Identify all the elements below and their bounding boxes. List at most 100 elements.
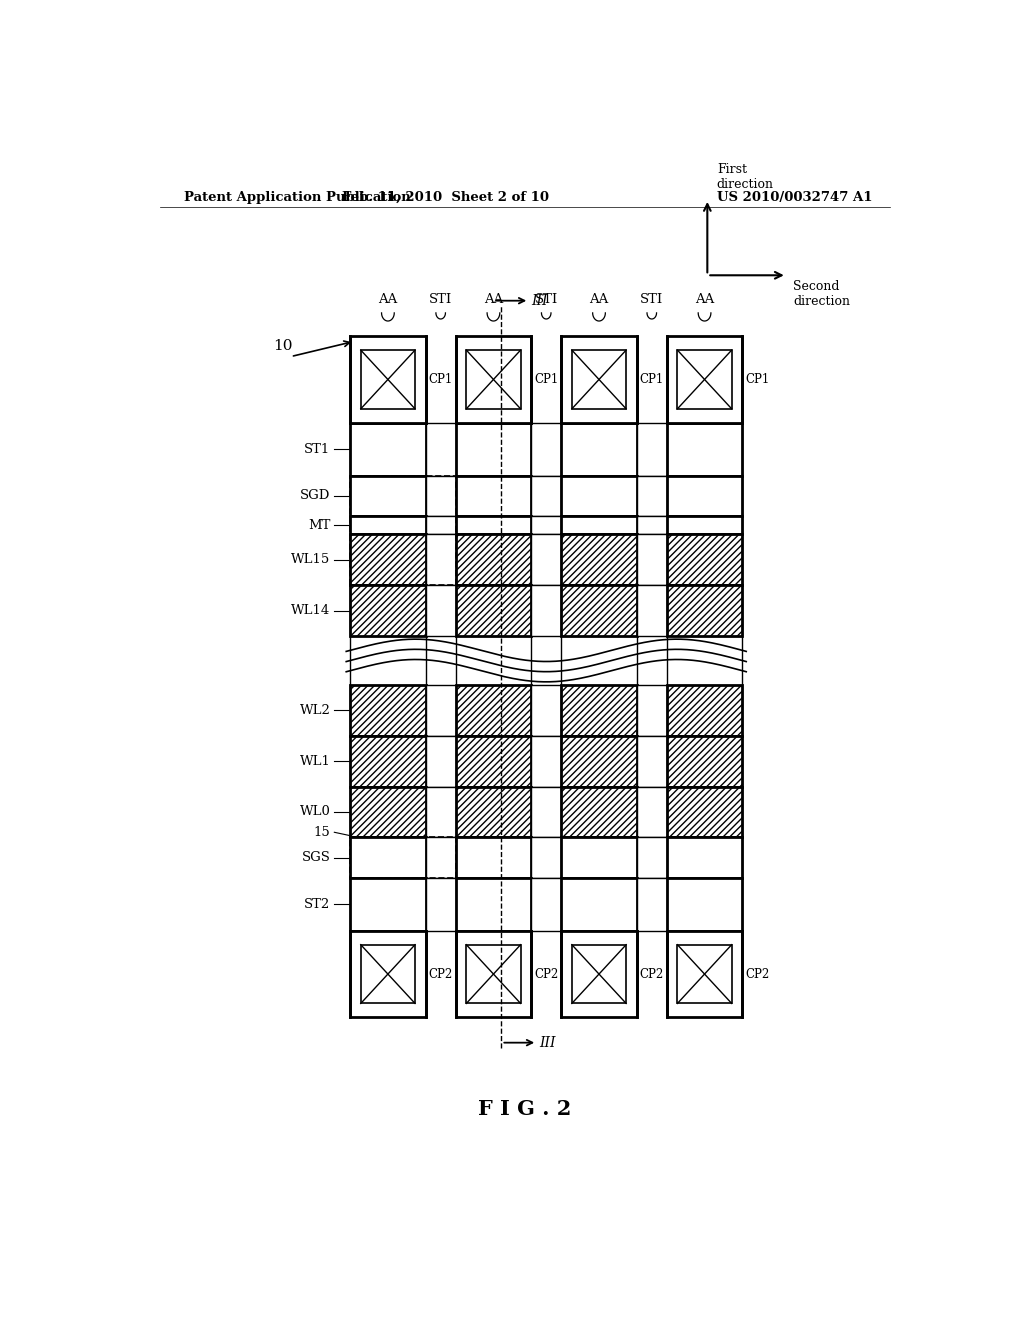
Text: WL1: WL1 [299,755,331,768]
Bar [350,837,426,878]
Bar [350,475,426,516]
Bar [667,685,742,735]
Bar [667,787,742,837]
Text: WL0: WL0 [299,805,331,818]
Text: STI: STI [535,293,558,306]
Bar [456,685,531,735]
Bar [350,535,426,585]
Bar [531,878,561,931]
Bar [426,685,456,735]
Bar [426,535,456,585]
Bar [637,535,667,585]
Text: CP2: CP2 [535,968,558,981]
Text: 10: 10 [273,339,293,354]
Text: First
direction: First direction [717,162,774,191]
Bar [561,516,637,535]
Bar [561,685,637,735]
Text: AA: AA [483,293,503,306]
Bar [637,516,667,535]
Bar [561,787,637,837]
Bar [561,337,637,422]
Bar [561,787,637,837]
Bar [531,475,561,516]
Bar [456,585,531,636]
Bar [350,878,426,931]
Text: AA: AA [590,293,608,306]
Bar [678,945,732,1003]
Text: CP2: CP2 [745,968,770,981]
Text: ST1: ST1 [304,442,331,455]
Bar [456,535,531,585]
Bar [350,685,426,735]
Bar [350,685,426,735]
Bar [531,685,561,735]
Bar [561,585,637,636]
Text: US 2010/0032747 A1: US 2010/0032747 A1 [717,190,872,203]
Bar [456,878,531,931]
Bar [561,878,637,931]
Bar [561,931,637,1018]
Bar [561,685,637,735]
Bar [637,878,667,931]
Bar [350,735,426,787]
Bar [456,516,531,535]
Bar [667,475,742,516]
Bar [531,837,561,878]
Bar [426,787,456,837]
Bar [667,735,742,787]
Text: WL14: WL14 [291,605,331,618]
Bar [456,535,531,585]
Bar [426,585,456,636]
Bar [531,516,561,535]
Bar [667,787,742,837]
Bar [667,878,742,931]
Bar [360,350,415,409]
Text: WL2: WL2 [299,704,331,717]
Text: SGS: SGS [301,851,331,865]
Bar [561,535,637,585]
Bar [350,422,426,475]
Text: III: III [531,293,548,308]
Bar [561,585,637,636]
Bar [637,585,667,636]
Text: F I G . 2: F I G . 2 [478,1098,571,1119]
Bar [667,422,742,475]
Bar [456,422,531,475]
Bar [667,837,742,878]
Bar [561,735,637,787]
Text: III: III [540,1036,556,1049]
Bar [678,350,732,409]
Bar [637,837,667,878]
Bar [561,422,637,475]
Bar [667,585,742,636]
Text: SGD: SGD [300,490,331,503]
Bar [561,735,637,787]
Bar [456,735,531,787]
Bar [350,735,426,787]
Text: 15: 15 [313,826,331,838]
Bar [466,350,520,409]
Bar [456,787,531,837]
Bar [456,685,531,735]
Bar [456,787,531,837]
Bar [571,350,626,409]
Bar [531,422,561,475]
Bar [667,585,742,636]
Bar [360,945,415,1003]
Text: CP2: CP2 [640,968,665,981]
Text: AA: AA [695,293,714,306]
Text: AA: AA [378,293,397,306]
Text: ST2: ST2 [304,898,331,911]
Bar [667,516,742,535]
Text: CP1: CP1 [745,374,770,385]
Bar [426,516,456,535]
Bar [571,945,626,1003]
Bar [426,735,456,787]
Bar [531,735,561,787]
Bar [350,585,426,636]
Bar [426,837,456,878]
Bar [561,837,637,878]
Text: CP1: CP1 [429,374,453,385]
Bar [637,422,667,475]
Text: MT: MT [308,519,331,532]
